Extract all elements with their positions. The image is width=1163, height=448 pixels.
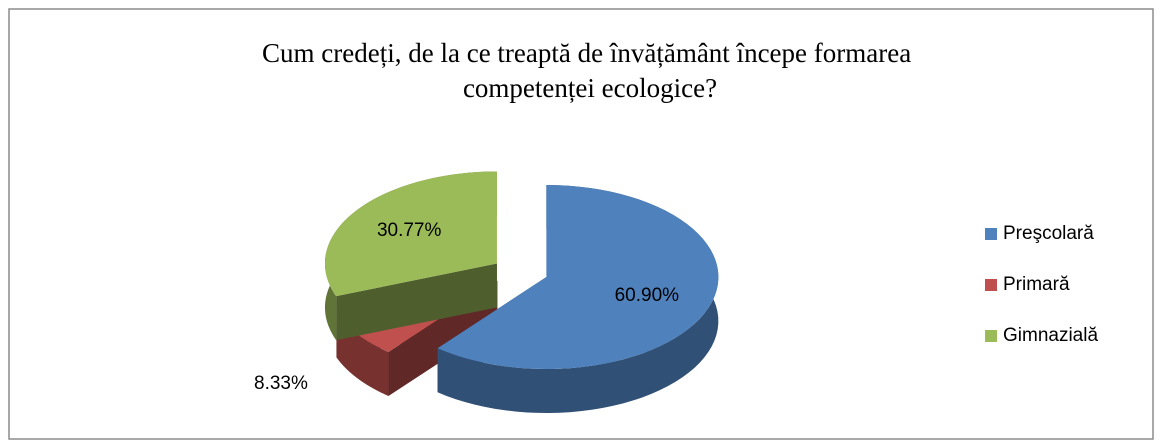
data-label: 60.90% <box>615 285 680 306</box>
legend-swatch <box>985 330 997 342</box>
slice-side <box>336 263 497 341</box>
title-line: competenței ecologice? <box>463 73 717 103</box>
legend-label: Primară <box>1003 274 1070 295</box>
title-line: Cum credeți, de la ce treaptă de învățăm… <box>262 38 911 68</box>
legend: Preşcolară Primară Gimnazială <box>985 223 1098 346</box>
pie-slice <box>324 171 497 297</box>
legend-swatch <box>985 228 997 240</box>
data-label: 30.77% <box>377 220 442 241</box>
data-label: 8.33% <box>254 373 308 394</box>
legend-label: Preşcolară <box>1003 223 1094 244</box>
chart-title: Cum credeți, de la ce treaptă de învățăm… <box>262 38 918 103</box>
pie: 60.90% 8.33% 30.77% <box>254 171 719 414</box>
legend-swatch <box>985 279 997 291</box>
pie-slice <box>437 185 719 370</box>
legend-label: Gimnazială <box>1003 325 1098 346</box>
